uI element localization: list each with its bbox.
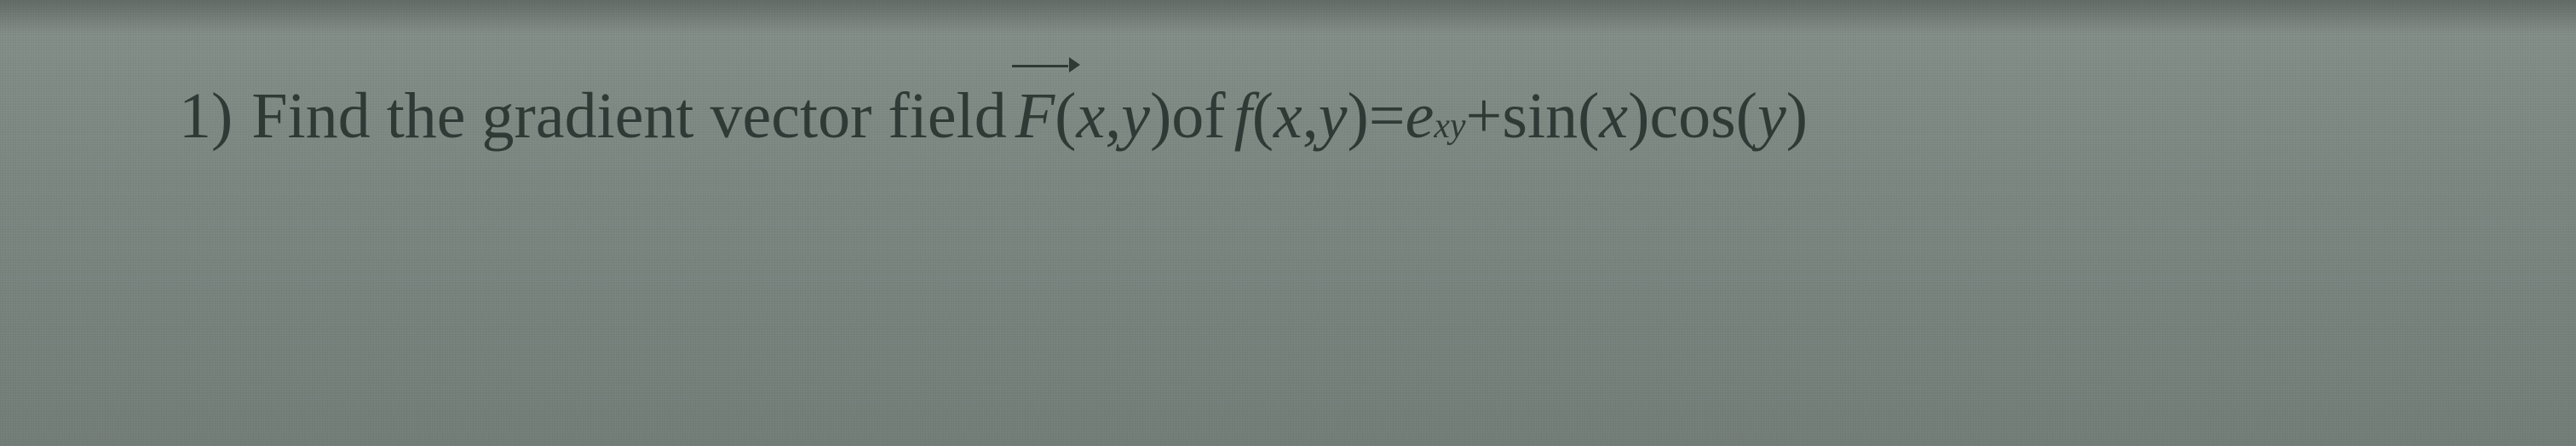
sin-close: ) (1628, 81, 1649, 153)
args1-close: ) (1150, 81, 1171, 153)
comma-1: , (1105, 81, 1121, 153)
sin-function: sin (1502, 81, 1578, 153)
vector-arrow-icon (1012, 54, 1080, 77)
arg-x-1: x (1076, 81, 1105, 153)
sin-open: ( (1578, 81, 1599, 153)
args2-open: ( (1252, 81, 1274, 153)
plus-sign: + (1466, 81, 1503, 153)
vector-F-letter: F (1015, 80, 1055, 152)
comma-2: , (1302, 81, 1319, 153)
args2-close: ) (1347, 81, 1368, 153)
top-shadow (0, 0, 2576, 34)
exponent-xy: xy (1434, 107, 1465, 147)
of-word: of (1171, 81, 1225, 153)
equals-sign: = (1369, 81, 1406, 153)
e-base: e (1406, 81, 1435, 153)
arg-y-1: y (1121, 81, 1150, 153)
vector-F: F (1015, 81, 1055, 153)
cos-open: ( (1736, 81, 1757, 153)
problem-line: 1) Find the gradient vector field F ( x … (179, 81, 2525, 153)
args1-open: ( (1055, 81, 1076, 153)
problem-number: 1) (179, 81, 233, 153)
arg-x-2: x (1274, 81, 1302, 153)
sin-arg-x: x (1599, 81, 1628, 153)
arg-y-2: y (1319, 81, 1348, 153)
prompt-text: Find the gradient vector field (251, 81, 1006, 153)
cos-function: cos (1649, 81, 1735, 153)
cos-arg-y: y (1757, 81, 1786, 153)
function-f: f (1234, 81, 1252, 153)
cos-close: ) (1786, 81, 1808, 153)
